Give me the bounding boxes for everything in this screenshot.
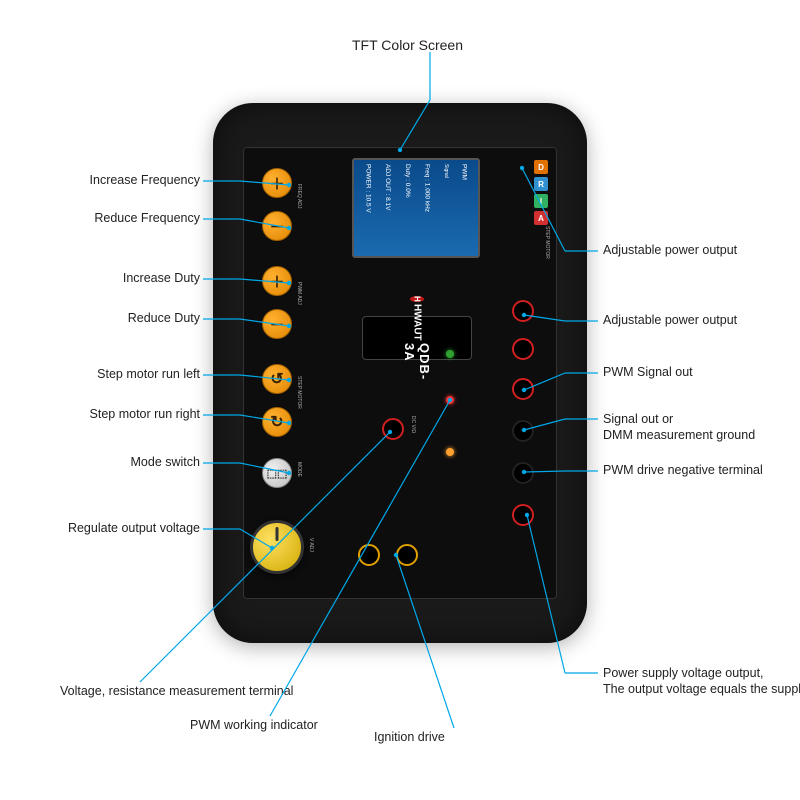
screen-line: PWM bbox=[460, 164, 469, 252]
jack-sig_gnd[interactable] bbox=[512, 420, 534, 442]
voltage-knob[interactable] bbox=[250, 520, 304, 574]
icon-i: I bbox=[534, 194, 548, 208]
jack-pwm_neg[interactable] bbox=[512, 462, 534, 484]
label-reduce-duty: Reduce Duty bbox=[128, 311, 200, 325]
pwm-minus-button[interactable]: － bbox=[262, 309, 292, 339]
label-increase-duty: Increase Duty bbox=[123, 271, 200, 285]
freq-plus-button[interactable]: ＋ bbox=[262, 168, 292, 198]
label-mode-switch: Mode switch bbox=[131, 455, 200, 469]
brand-box: H HWAUT QDB-3A bbox=[362, 316, 472, 360]
jack-power_out[interactable] bbox=[512, 504, 534, 526]
brand-logo-icon: H bbox=[410, 296, 424, 302]
icon-a: A bbox=[534, 211, 548, 225]
mode-button[interactable]: ⬚⬚ bbox=[262, 458, 292, 488]
step-label: STEP MOTOR bbox=[296, 376, 302, 409]
label-regulate-voltage: Regulate output voltage bbox=[68, 521, 200, 535]
label-reduce-frequency: Reduce Frequency bbox=[94, 211, 200, 225]
screen-signal: Signal bbox=[442, 164, 449, 252]
icon-r: R bbox=[534, 177, 548, 191]
led-led2 bbox=[446, 350, 454, 358]
step-motor-icons: D R I A bbox=[534, 160, 548, 225]
jack-dc_vo[interactable] bbox=[382, 418, 404, 440]
screen-line: POWER : 10.5 V bbox=[363, 164, 372, 252]
pwm-label: PWM ADJ bbox=[296, 282, 302, 305]
screen-line: ADJ OUT : 8.1V bbox=[383, 164, 392, 252]
label-voltage-resistance: Voltage, resistance measurement terminal bbox=[60, 684, 293, 698]
jack-ign2[interactable] bbox=[396, 544, 418, 566]
led-led3 bbox=[446, 448, 454, 456]
label-pwm-signal-out: PWM Signal out bbox=[603, 365, 693, 379]
label-signal-out: Signal out orDMM measurement ground bbox=[603, 411, 755, 444]
label-adj-power-1: Adjustable power output bbox=[603, 243, 737, 257]
led-pwm_ind bbox=[446, 396, 454, 404]
screen-line: Freq : 1.000 kHz bbox=[422, 164, 431, 252]
brand-name: HWAUT bbox=[412, 304, 423, 341]
freq-label: FREQ ADJ bbox=[296, 184, 302, 208]
jack-gnd1[interactable] bbox=[512, 338, 534, 360]
label-adj-power-2: Adjustable power output bbox=[603, 313, 737, 327]
control-panel: PWM Signal Freq : 1.000 kHz Duty : 0.0% … bbox=[243, 147, 557, 599]
top-label: STEP MOTOR bbox=[544, 226, 550, 259]
label-increase-frequency: Increase Frequency bbox=[90, 173, 200, 187]
step-left-button[interactable]: ↺ bbox=[262, 364, 292, 394]
vadj-label: V ADJ bbox=[308, 538, 314, 552]
icon-d: D bbox=[534, 160, 548, 174]
title-label: TFT Color Screen bbox=[352, 37, 463, 53]
jack-pwm_out[interactable] bbox=[512, 378, 534, 400]
device-case: PWM Signal Freq : 1.000 kHz Duty : 0.0% … bbox=[213, 103, 587, 643]
label-step-left: Step motor run left bbox=[97, 367, 200, 381]
pwm-plus-button[interactable]: ＋ bbox=[262, 266, 292, 296]
freq-minus-button[interactable]: － bbox=[262, 211, 292, 241]
screen-line: Duty : 0.0% bbox=[403, 164, 412, 252]
label-pwm-neg: PWM drive negative terminal bbox=[603, 463, 763, 477]
dcvo-label: DC V/Ω bbox=[410, 416, 416, 433]
label-step-right: Step motor run right bbox=[90, 407, 200, 421]
label-ignition-drive: Ignition drive bbox=[374, 730, 445, 744]
label-power-supply: Power supply voltage output,The output v… bbox=[603, 665, 800, 698]
jack-ign1[interactable] bbox=[358, 544, 380, 566]
jack-vadj_out[interactable] bbox=[512, 300, 534, 322]
mode-label: MODE bbox=[296, 462, 302, 477]
tft-screen: PWM Signal Freq : 1.000 kHz Duty : 0.0% … bbox=[352, 158, 480, 258]
step-right-button[interactable]: ↻ bbox=[262, 407, 292, 437]
brand-model: QDB-3A bbox=[402, 343, 432, 380]
label-pwm-indicator: PWM working indicator bbox=[190, 718, 318, 732]
